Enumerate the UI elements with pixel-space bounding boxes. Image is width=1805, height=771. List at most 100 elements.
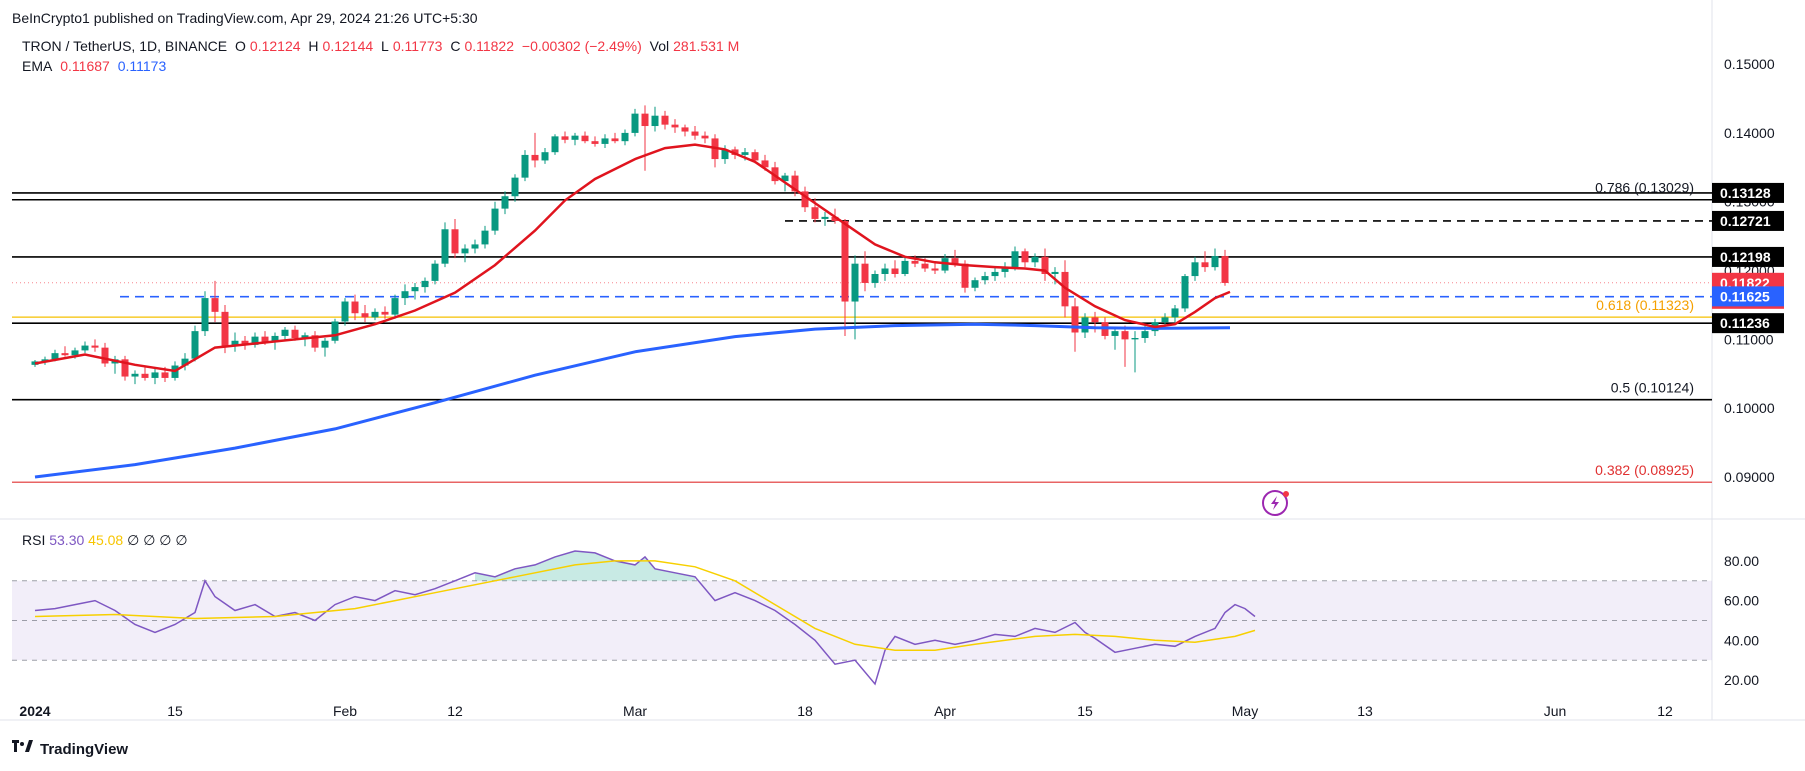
candle-body [931,268,939,271]
candle-body [631,113,639,133]
candle-body [441,229,449,264]
rsi-extra: ∅ ∅ ∅ ∅ [127,532,188,548]
candle-body [971,280,979,288]
close-label: C [450,38,461,54]
candle-body [891,268,899,274]
candle-body [821,216,829,219]
candle-body [471,244,479,249]
candle-body [621,132,629,142]
candle-body [1011,251,1019,268]
fib-level-label: 0.382 (0.08925) [1595,462,1694,478]
vol-label: Vol [649,38,670,54]
candle-body [571,135,579,140]
candle-body [461,248,469,254]
candle-body [801,191,809,208]
candle-body [581,135,589,142]
open-value: 0.12124 [249,38,301,54]
candle-body [651,115,659,127]
candle-body [201,298,209,332]
close-value: 0.11822 [464,38,515,54]
candle-body [131,373,139,377]
candle-body [1211,256,1219,268]
alert-dot [1283,491,1289,497]
candle-body [1041,256,1049,274]
candle-body [411,287,419,292]
time-tick-label: Jun [1544,703,1567,719]
candle-body [611,138,619,142]
candle-body [91,345,99,348]
symbol-name[interactable]: TRON / TetherUS, 1D, BINANCE [22,38,228,54]
candle-body [401,291,409,299]
price-level-tag-label: 0.11236 [1720,315,1770,331]
candle-body [101,347,109,364]
time-tick-label: 15 [167,703,183,719]
tradingview-logo[interactable]: TradingView [12,740,128,758]
time-tick-label: Mar [623,703,647,719]
candle-body [761,160,769,168]
candle-body [281,329,289,336]
candle-body [1111,331,1119,336]
publisher-line: BeInCrypto1 published on TradingView.com… [12,10,478,26]
candle-body [1181,276,1189,309]
candle-body [381,311,389,315]
candle-body [991,271,999,277]
candle-body [531,154,539,161]
candle-body [1081,317,1089,333]
time-tick-label: 15 [1077,703,1093,719]
price-level-tag-label: 0.12198 [1720,249,1771,265]
candle-body [211,298,219,312]
candle-body [881,268,889,274]
time-tick-label: 12 [447,703,463,719]
candle-body [311,335,319,348]
candle-body [901,260,909,274]
candle-body [321,340,329,348]
rsi-value: 53.30 [49,532,85,548]
candle-body [511,177,519,197]
candle-body [301,335,309,339]
ema-label[interactable]: EMA [22,58,53,74]
candle-body [291,329,299,339]
ema-slow-line [34,322,1231,479]
candle-body [41,359,49,362]
candle-body [831,216,839,222]
candle-body [231,340,239,347]
price-level-tag-label: 0.13128 [1720,185,1771,201]
candle-body [671,124,679,128]
price-level-tag-label: 0.12721 [1720,213,1771,229]
vol-value: 281.531 M [673,38,740,54]
candle-body [221,311,229,347]
candle-body [751,152,759,161]
ema-fast-line [34,143,1231,373]
candle-body [591,141,599,144]
candle-body [641,113,649,127]
rsi-tick-label: 20.00 [1724,672,1759,688]
rsi-label[interactable]: RSI [22,532,46,548]
candle-body [341,301,349,322]
current-price-tag-label: 0.11625 [1720,288,1770,304]
candle-body [841,221,849,302]
candle-body [1071,306,1079,333]
candle-body [81,345,89,351]
candle-body [431,263,439,281]
fib-level-label: 0.786 (0.13029) [1595,180,1694,196]
candle-body [551,136,559,153]
candle-body [561,136,569,140]
candle-body [331,321,339,341]
rsi-tick-label: 60.00 [1724,593,1759,609]
rsi-tick-label: 80.00 [1724,553,1759,569]
ema-fast-value: 0.11687 [60,58,110,74]
low-label: L [381,38,389,54]
candle-body [911,260,919,264]
price-level-tag [1712,182,1784,203]
time-tick-label: 12 [1657,703,1673,719]
candle-body [1051,271,1059,274]
candle-body [121,359,129,377]
price-level-tag [1712,313,1784,334]
open-label: O [235,38,246,54]
candle-body [151,372,159,378]
current-price-tag [1712,286,1784,307]
rsi-line [34,550,1256,686]
candle-body [251,336,259,345]
